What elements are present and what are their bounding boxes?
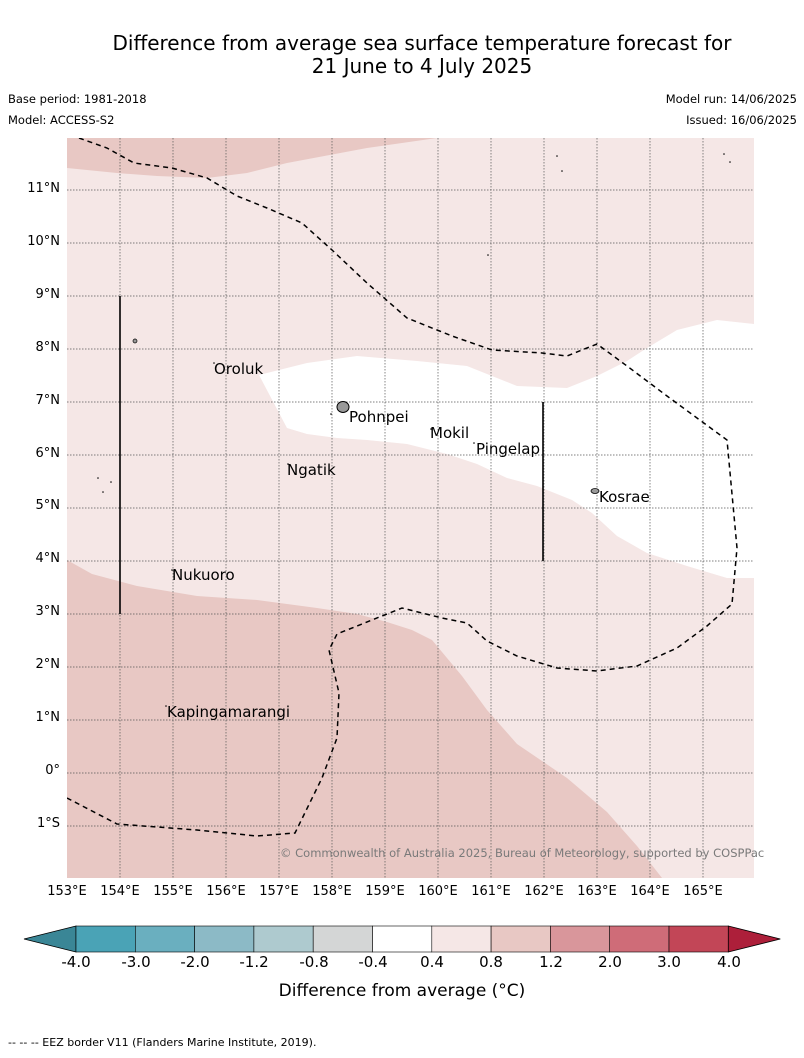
colorbar-segment: [75, 925, 136, 953]
island-dot: [729, 161, 731, 163]
colorbar-segment: [372, 925, 433, 953]
lat-label: 6°N: [35, 446, 61, 461]
lat-label: 7°N: [35, 393, 61, 408]
colorbar-tick: -2.0: [180, 953, 210, 971]
lon-label: 154°E: [100, 884, 140, 899]
title-line-2: 21 June to 4 July 2025: [311, 54, 533, 78]
label-kapingamarangi: Kapingamarangi: [167, 703, 291, 721]
issued-date: Issued: 16/06/2025: [686, 113, 797, 127]
colorbar-tick: 3.0: [657, 953, 681, 971]
colorbar-tick: -0.4: [358, 953, 388, 971]
colorbar-tick: -0.8: [299, 953, 329, 971]
ngatik-dot: [287, 463, 289, 465]
colorbar-segment: [609, 925, 670, 953]
lat-label: 1°N: [35, 710, 61, 725]
colorbar-segment: [490, 925, 551, 953]
model-run: Model run: 14/06/2025: [665, 92, 797, 106]
colorbar-label: Difference from average (°C): [278, 981, 526, 1001]
label-pohnpei: Pohnpei: [349, 408, 409, 426]
kosrae-island: [590, 488, 600, 494]
label-kosrae: Kosrae: [599, 488, 650, 506]
label-oroluk: Oroluk: [214, 360, 264, 378]
lon-label: 153°E: [47, 884, 87, 899]
lat-label: 8°N: [35, 340, 61, 355]
lon-label: 161°E: [471, 884, 511, 899]
eez-footnote: -- -- -- EEZ border V11 (Flanders Marine…: [8, 1036, 317, 1049]
lon-label: 157°E: [259, 884, 299, 899]
colorbar: [23, 925, 781, 953]
colorbar-segment: [194, 925, 255, 953]
island-dot: [556, 155, 558, 157]
base-period: Base period: 1981-2018: [8, 92, 147, 106]
island-dot: [723, 153, 725, 155]
label-nukuoro: Nukuoro: [172, 566, 235, 584]
colorbar-segment: [431, 925, 492, 953]
lat-label: 11°N: [27, 181, 60, 196]
band-0.8-1.2-north: [67, 138, 437, 178]
model-name: Model: ACCESS-S2: [8, 113, 115, 127]
colorbar-under-arrow: [23, 925, 77, 953]
colorbar-tick: 0.8: [479, 953, 503, 971]
lat-label: 10°N: [27, 234, 60, 249]
lat-label: 2°N: [35, 657, 61, 672]
colorbar-segment: [668, 925, 729, 953]
island-dot: [330, 413, 332, 415]
map-title: Difference from average sea surface temp…: [40, 32, 804, 78]
colorbar-segment: [253, 925, 314, 953]
island-dot: [102, 491, 104, 493]
oroluk-dot: [213, 362, 215, 364]
title-line-1: Difference from average sea surface temp…: [112, 31, 732, 55]
island-dot: [487, 254, 489, 256]
colorbar-tick: 1.2: [539, 953, 563, 971]
copyright-text: © Commonwealth of Australia 2025, Bureau…: [280, 846, 765, 860]
lat-label: 3°N: [35, 604, 61, 619]
lon-label: 159°E: [365, 884, 405, 899]
kapingamarangi-dot: [165, 705, 167, 707]
pingelap-dot: [473, 442, 475, 444]
lon-label: 158°E: [312, 884, 352, 899]
label-pingelap: Pingelap: [476, 440, 541, 458]
lon-label: 155°E: [153, 884, 193, 899]
lat-label: 9°N: [35, 287, 61, 302]
colorbar-tick: 2.0: [598, 953, 622, 971]
colorbar-tick: -3.0: [121, 953, 151, 971]
label-ngatik: Ngatik: [287, 461, 336, 479]
colorbar-over-arrow: [727, 925, 781, 953]
colorbar-tick: 4.0: [717, 953, 741, 971]
lon-label: 156°E: [206, 884, 246, 899]
lon-label: 162°E: [524, 884, 564, 899]
island-dot: [132, 338, 138, 344]
colorbar-segment: [135, 925, 195, 953]
label-mokil: Mokil: [430, 424, 470, 442]
lon-label: 163°E: [577, 884, 617, 899]
band-0.8-1.2-south: [67, 560, 662, 878]
colorbar-tick: -1.2: [239, 953, 269, 971]
lon-label: 165°E: [683, 884, 723, 899]
island-dot: [110, 481, 112, 483]
lon-label: 160°E: [418, 884, 458, 899]
lat-label: 4°N: [35, 551, 61, 566]
lon-label: 164°E: [630, 884, 670, 899]
lat-label: 0°: [45, 763, 60, 778]
island-dot: [97, 477, 99, 479]
colorbar-tick: -4.0: [61, 953, 91, 971]
colorbar-segment: [312, 925, 373, 953]
gridlines: [67, 138, 754, 878]
colorbar-segment: [550, 925, 611, 953]
mokil-dot: [430, 428, 432, 430]
band-neutral: [259, 320, 754, 578]
colorbar-tick: 0.4: [420, 953, 444, 971]
pohnpei-island: [336, 401, 350, 413]
nukuoro-dot: [171, 569, 173, 571]
island-dot: [561, 170, 563, 172]
lat-label: 5°N: [35, 498, 61, 513]
sst-anomaly-map: [67, 138, 754, 878]
lat-label: 1°S: [36, 816, 60, 831]
